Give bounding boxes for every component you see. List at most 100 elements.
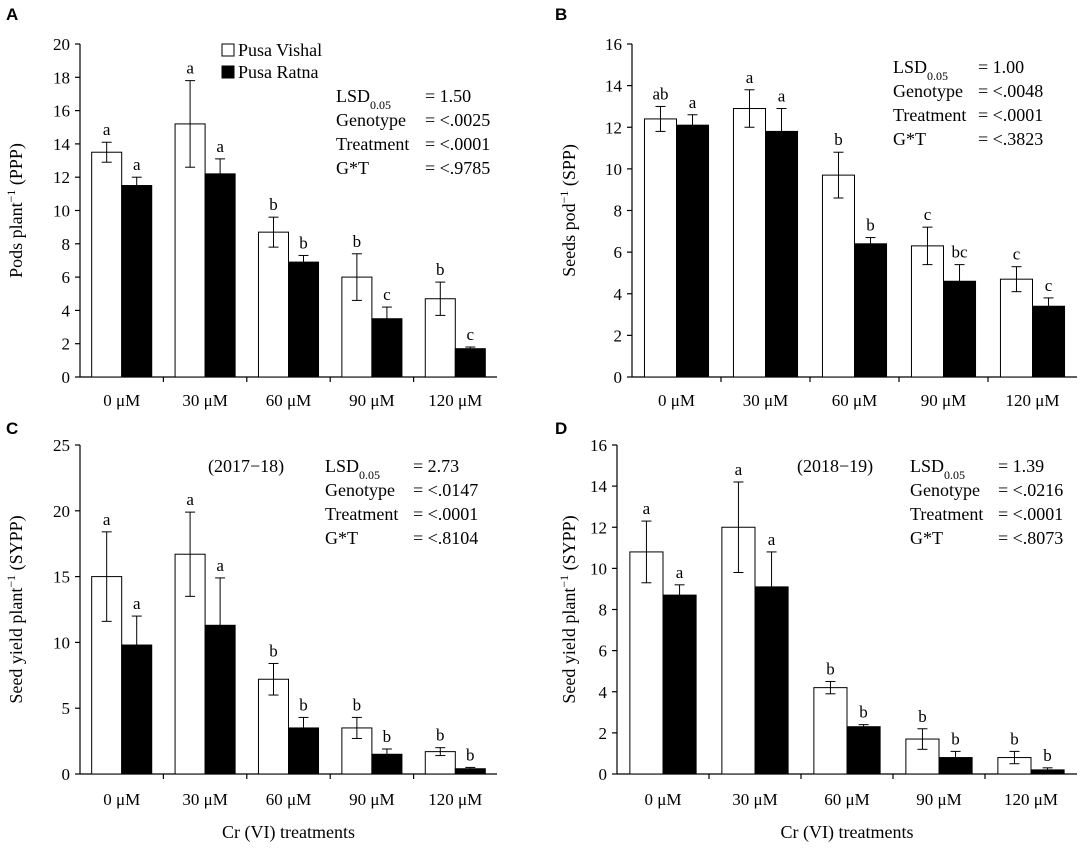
x-tick-label: 90 μM (916, 790, 961, 809)
x-tick-label: 30 μM (182, 391, 227, 410)
panel-a: A 0 2 4 6 8 10 12 14 16 18 20 Pods plant−1 (PPP) 0 μM… (4, 5, 497, 410)
significance-letter: b (1010, 729, 1019, 748)
stat-value: = <.8073 (998, 528, 1063, 548)
chart-title: (2017−18) (208, 456, 284, 477)
y-axis-label: Seeds pod−1 (SPP) (557, 144, 580, 277)
stat-label-text: LSD (910, 456, 944, 476)
bar-pusa-vishal (732, 108, 767, 378)
x-tick-label: 120 μM (1006, 391, 1060, 410)
stat-label-text: LSD (336, 86, 370, 106)
panel-letter: B (555, 5, 567, 24)
y-tick-label: 6 (62, 268, 71, 287)
stat-label-text: G*T (325, 528, 358, 548)
y-tick-label: 4 (62, 301, 71, 320)
significance-letter: b (269, 641, 278, 660)
bar-pusa-ratna (676, 124, 710, 378)
panel-letter: C (6, 419, 18, 438)
x-tick-label: 0 μM (103, 790, 140, 809)
y-axis-label-text: Seeds pod (559, 203, 579, 277)
stat-label-text: Treatment (893, 105, 966, 125)
significance-letter: b (1043, 746, 1052, 765)
stat-label-sub: 0.05 (370, 98, 391, 112)
significance-letter: c (383, 285, 391, 304)
stat-value: = <.8104 (413, 528, 478, 548)
y-axis-label-suffix: (PPP) (6, 143, 27, 190)
stat-label: Treatment (336, 134, 409, 154)
bar-pusa-ratna (121, 185, 153, 378)
stat-value: = 2.73 (413, 456, 459, 476)
stat-label-text: LSD (893, 57, 927, 77)
significance-letter: a (689, 93, 697, 112)
stat-value: = <.3823 (978, 129, 1043, 149)
stat-label-sub: 0.05 (927, 69, 948, 83)
stat-label-text: Treatment (336, 134, 409, 154)
significance-letter: ab (652, 84, 668, 103)
bar-pusa-ratna (846, 726, 881, 775)
bar-pusa-vishal (999, 278, 1034, 378)
legend-swatch-pusa-ratna (221, 65, 235, 79)
y-tick-label: 4 (614, 285, 623, 304)
x-tick-label: 0 μM (658, 391, 695, 410)
significance-letter: b (436, 260, 445, 279)
stat-value: = <.0216 (998, 480, 1063, 500)
y-tick-label: 16 (53, 102, 70, 121)
stat-value: = <.9785 (425, 158, 490, 178)
x-tick-label: 30 μM (743, 391, 788, 410)
stat-value: = <.0025 (425, 110, 490, 130)
y-axis-label-sup: −1 (557, 191, 571, 204)
significance-letter: c (467, 325, 475, 344)
y-tick-label: 8 (614, 202, 623, 221)
significance-letter: bc (951, 243, 968, 262)
significance-letter: b (299, 233, 308, 252)
y-tick-label: 14 (53, 135, 71, 154)
y-axis-label-sup: −1 (557, 575, 571, 588)
stat-label: G*T (893, 129, 926, 149)
significance-letter: b (383, 727, 392, 746)
panel-d: D 0 2 4 6 8 10 12 14 16 Seed yield plant−1 (SYPP) 0… (555, 419, 1077, 843)
x-tick-label: 60 μM (266, 391, 311, 410)
stat-value: = <.0048 (978, 81, 1043, 101)
stat-label: LSD0.05 (325, 456, 380, 482)
y-axis-label-text: Seed yield plant (559, 588, 579, 704)
significance-letter: b (353, 232, 362, 251)
stat-label: Treatment (910, 504, 983, 524)
x-tick-label: 60 μM (824, 790, 869, 809)
x-tick-label: 30 μM (732, 790, 777, 809)
legend-label: Pusa Vishal (238, 40, 322, 60)
y-tick-label: 12 (590, 518, 607, 537)
stat-label: Treatment (325, 504, 398, 524)
x-tick-label: 90 μM (349, 391, 394, 410)
stat-label: LSD0.05 (910, 456, 965, 482)
significance-letter: b (353, 695, 362, 714)
y-tick-label: 14 (590, 477, 608, 496)
stat-label: G*T (336, 158, 369, 178)
y-axis-label-suffix: (SYPP) (6, 515, 27, 575)
stat-value: = 1.39 (998, 456, 1044, 476)
stat-label: Genotype (910, 480, 980, 500)
y-tick-label: 0 (599, 765, 608, 784)
x-tick-label: 120 μM (428, 391, 482, 410)
bar-pusa-vishal (821, 174, 856, 378)
y-axis-label-suffix: (SPP) (559, 144, 580, 191)
significance-letter: a (186, 59, 194, 78)
significance-letter: a (216, 137, 224, 156)
y-tick-label: 18 (53, 68, 70, 87)
stat-label: Treatment (893, 105, 966, 125)
stat-value: = <.0001 (978, 105, 1043, 125)
significance-letter: a (103, 510, 111, 529)
y-tick-label: 10 (53, 633, 70, 652)
bar-pusa-ratna (454, 348, 486, 378)
bar-pusa-vishal (629, 551, 664, 775)
significance-letter: b (436, 726, 445, 745)
significance-letter: b (834, 130, 843, 149)
stat-label-text: Treatment (910, 504, 983, 524)
x-tick-label: 120 μM (1004, 790, 1058, 809)
stat-label: Genotype (893, 81, 963, 101)
stat-label-text: G*T (910, 528, 943, 548)
x-axis-label: Cr (VI) treatments (222, 822, 355, 843)
x-tick-label: 120 μM (428, 790, 482, 809)
y-tick-label: 10 (590, 559, 607, 578)
stat-label: LSD0.05 (893, 57, 948, 83)
significance-letter: a (735, 460, 743, 479)
